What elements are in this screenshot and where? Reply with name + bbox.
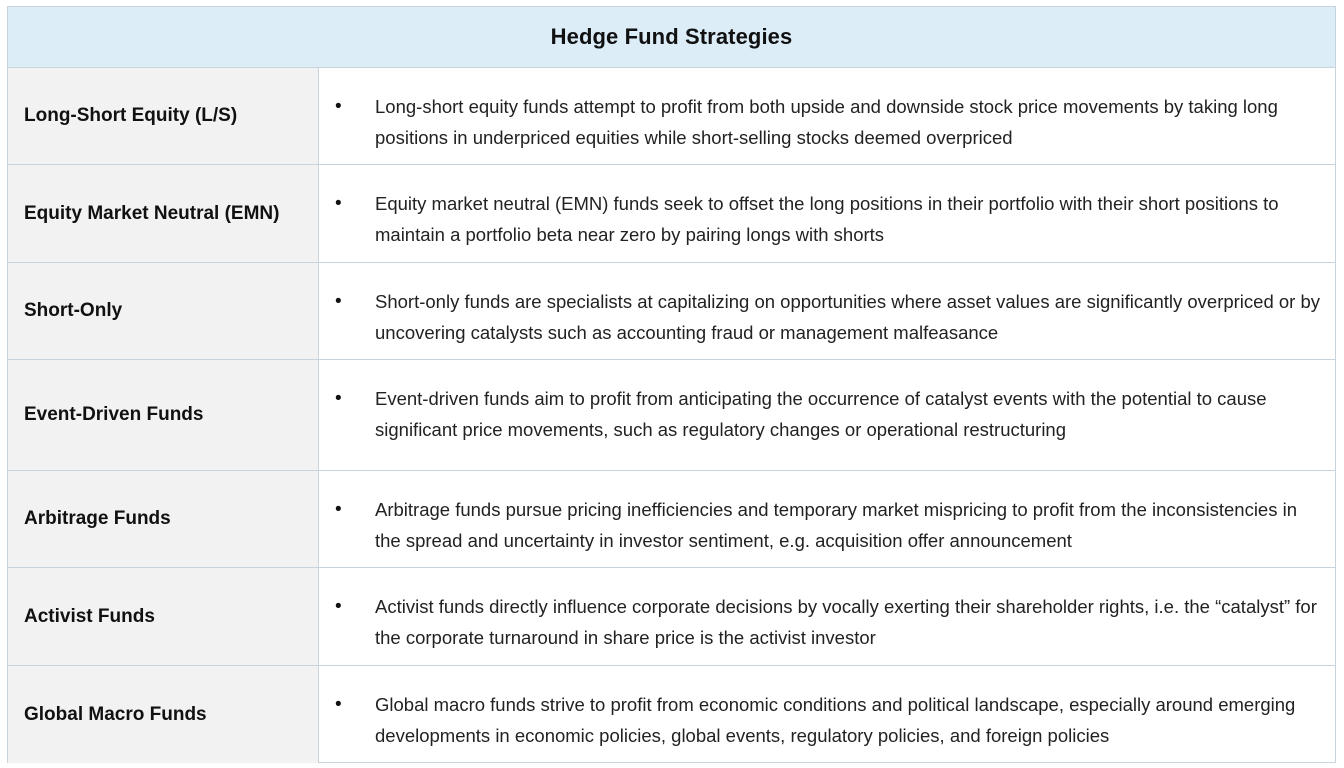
row-label: Arbitrage Funds: [24, 508, 171, 529]
row-label: Equity Market Neutral (EMN): [24, 202, 280, 224]
row-description: Activist funds directly influence corpor…: [375, 596, 1317, 648]
strategies-table: Hedge Fund Strategies Long-Short Equity …: [7, 6, 1336, 763]
table-row-equity-market-neutral: Equity Market Neutral (EMN) • Equity mar…: [8, 165, 1335, 263]
table-title: Hedge Fund Strategies: [550, 24, 793, 49]
bullet-marker: •: [335, 96, 342, 117]
table-row-global-macro: Global Macro Funds • Global macro funds …: [8, 666, 1335, 763]
row-label: Long-Short Equity (L/S): [24, 105, 238, 126]
row-label-cell: Event-Driven Funds: [8, 360, 319, 470]
row-label: Event-Driven Funds: [24, 404, 204, 425]
row-description: Global macro funds strive to profit from…: [375, 694, 1296, 746]
row-description: Event-driven funds aim to profit from an…: [375, 388, 1267, 440]
bullet-marker: •: [335, 596, 342, 617]
row-description-cell: • Short-only funds are specialists at ca…: [319, 263, 1335, 359]
table-row-event-driven: Event-Driven Funds • Event-driven funds …: [8, 360, 1335, 471]
row-label: Short-Only: [24, 300, 123, 321]
table-body: Long-Short Equity (L/S) • Long-short equ…: [8, 68, 1335, 763]
row-label-cell: Arbitrage Funds: [8, 471, 319, 567]
bullet-marker: •: [335, 499, 342, 520]
table-row-long-short-equity: Long-Short Equity (L/S) • Long-short equ…: [8, 68, 1335, 165]
row-label-cell: Long-Short Equity (L/S): [8, 68, 319, 164]
bullet-marker: •: [335, 291, 342, 312]
row-label-cell: Short-Only: [8, 263, 319, 359]
table-row-short-only: Short-Only • Short-only funds are specia…: [8, 263, 1335, 360]
bullet-marker: •: [335, 694, 342, 715]
table-row-arbitrage: Arbitrage Funds • Arbitrage funds pursue…: [8, 471, 1335, 568]
row-description-cell: • Activist funds directly influence corp…: [319, 568, 1335, 665]
bullet-marker: •: [335, 388, 342, 409]
row-label-cell: Equity Market Neutral (EMN): [8, 165, 319, 262]
row-description: Short-only funds are specialists at capi…: [375, 291, 1321, 343]
row-description: Equity market neutral (EMN) funds seek t…: [375, 193, 1279, 245]
table-row-activist: Activist Funds • Activist funds directly…: [8, 568, 1335, 666]
row-description: Long-short equity funds attempt to profi…: [375, 96, 1278, 148]
row-description-cell: • Global macro funds strive to profit fr…: [319, 666, 1335, 763]
table-header: Hedge Fund Strategies: [8, 7, 1335, 68]
row-label-cell: Activist Funds: [8, 568, 319, 665]
row-description-cell: • Equity market neutral (EMN) funds seek…: [319, 165, 1335, 262]
row-description-cell: • Arbitrage funds pursue pricing ineffic…: [319, 471, 1335, 567]
bullet-marker: •: [335, 193, 342, 214]
row-label: Global Macro Funds: [24, 703, 207, 725]
row-label: Activist Funds: [24, 605, 155, 627]
row-label-cell: Global Macro Funds: [8, 666, 319, 763]
row-description: Arbitrage funds pursue pricing inefficie…: [375, 499, 1298, 551]
row-description-cell: • Long-short equity funds attempt to pro…: [319, 68, 1335, 164]
row-description-cell: • Event-driven funds aim to profit from …: [319, 360, 1335, 470]
